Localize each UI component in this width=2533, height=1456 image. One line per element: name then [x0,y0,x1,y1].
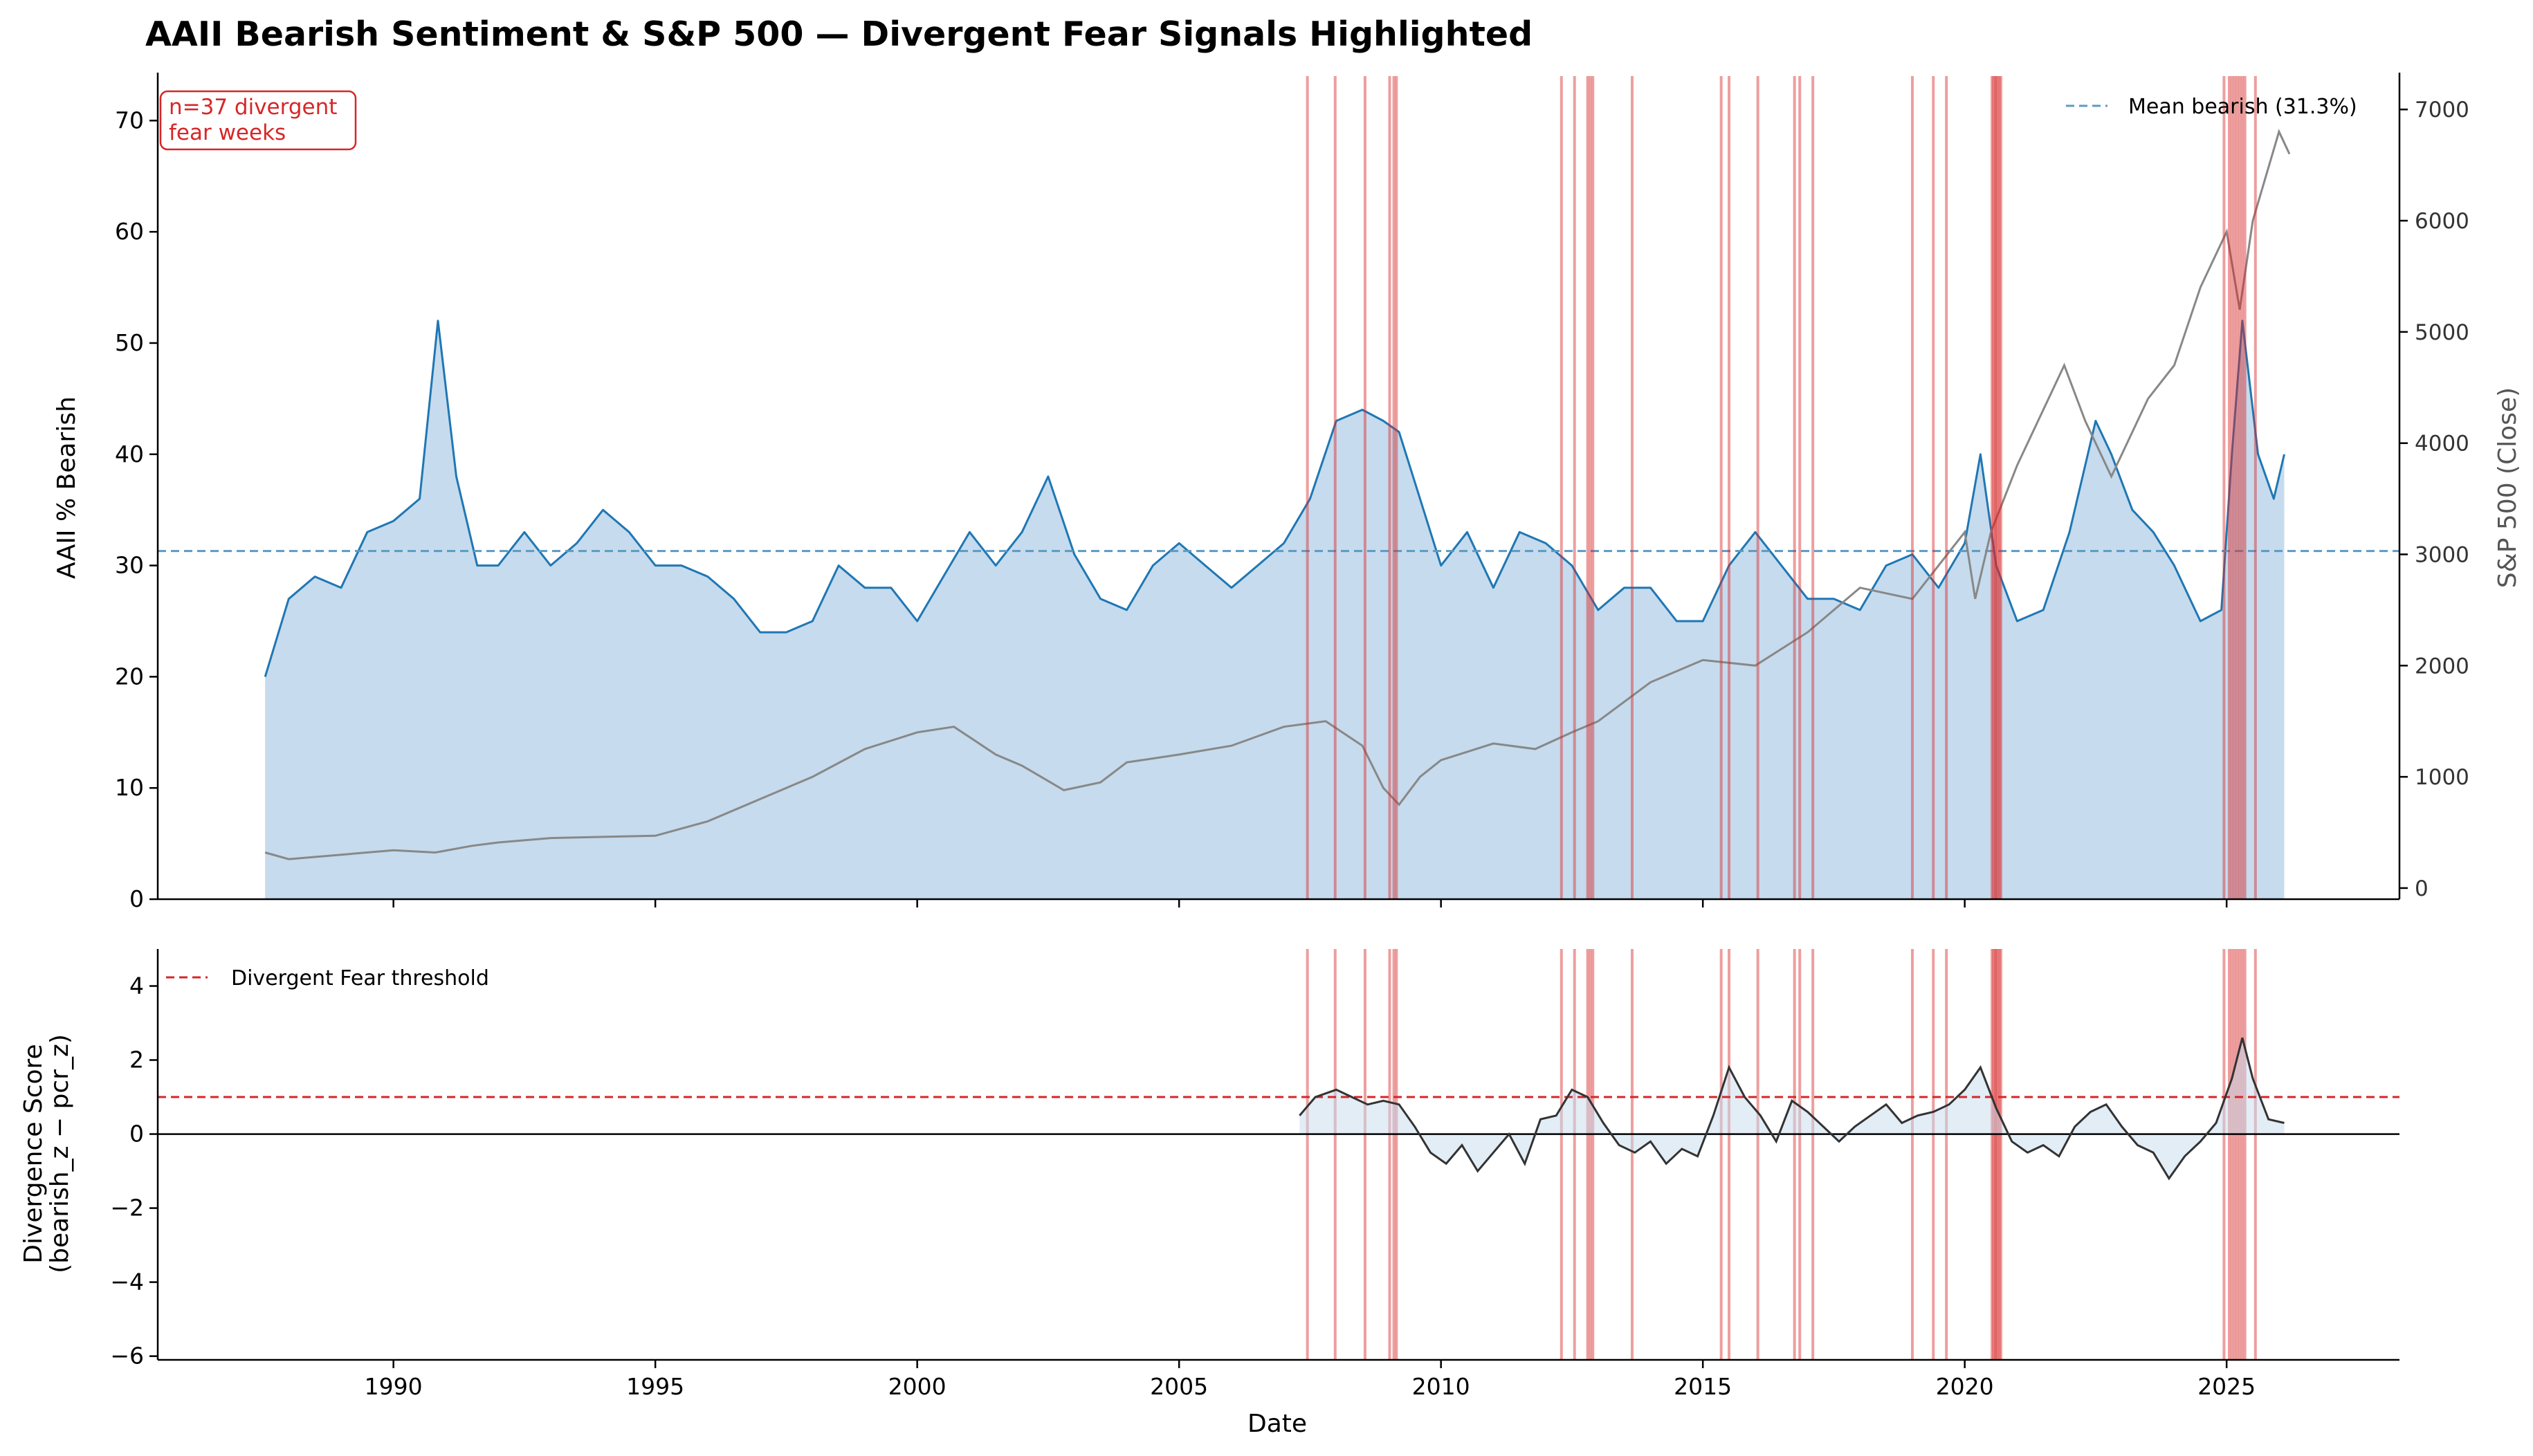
x-tick-label: 2010 [1412,1373,1470,1400]
x-tick-label: 2025 [2197,1373,2256,1400]
bottom-y-tick-label: −2 [110,1195,144,1222]
top-y-tick-label: 20 [115,663,144,690]
top-right-y-tick-label: 7000 [2415,98,2469,122]
x-axis-label: Date [1247,1410,1307,1438]
x-tick-label: 2005 [1150,1373,1208,1400]
annotation-line-1: n=37 divergent [169,95,337,120]
divergence-fill [1299,1038,2285,1179]
top-y-tick-label: 30 [115,552,144,579]
top-right-y-tick-label: 2000 [2415,654,2469,679]
sp500-line [264,129,2291,860]
top-y-axis-label: AAII % Bearish [53,396,81,579]
top-right-y-tick-label: 5000 [2415,320,2469,345]
divergence-line [1299,1038,2285,1181]
top-right-y-tick-label: 6000 [2415,209,2469,234]
x-tick-label: 1990 [365,1373,423,1400]
top-y-tick-label: 0 [129,885,144,912]
bottom-y-axis-label-line-1: Divergence Score [19,1044,48,1263]
annotation-line-2: fear weeks [169,120,286,145]
top-y-tick-label: 60 [115,218,144,245]
bottom-legend: Divergent Fear threshold [166,966,489,990]
top-y-tick-label: 40 [115,441,144,468]
bottom-y-axis-label-line-2: (bearish_z − pcr_z) [46,1034,74,1273]
x-tick-label: 1995 [626,1373,684,1400]
divergent-count-annotation: n=37 divergent fear weeks [159,90,357,151]
top-panel: 0 10 20 30 40 50 60 70 0 1000 2000 3000 4000 5000 6000… [53,73,2522,912]
bearish-line [264,320,2285,677]
bottom-y-tick-label: 4 [129,973,144,999]
bottom-y-tick-label: −4 [110,1269,144,1296]
x-tick-label: 2015 [1674,1373,1732,1400]
top-right-y-axis-label: S&P 500 (Close) [2494,387,2522,588]
top-right-y-tick-label: 3000 [2415,542,2469,567]
top-right-y-tick-label: 0 [2415,876,2429,901]
threshold-legend-label: Divergent Fear threshold [231,966,489,990]
top-right-y-tick-label: 1000 [2415,765,2469,790]
bearish-area [265,320,2285,899]
top-y-tick-label: 50 [115,329,144,356]
top-legend: Mean bearish (31.3%) [2066,95,2357,119]
bottom-y-tick-label: 2 [129,1047,144,1073]
bottom-y-tick-label: −6 [110,1343,144,1370]
mean-legend-label: Mean bearish (31.3%) [2128,95,2357,119]
bottom-y-tick-label: 0 [129,1121,144,1148]
top-y-tick-label: 70 [115,107,144,133]
chart-title: AAII Bearish Sentiment & S&P 500 — Diver… [145,15,1533,54]
top-y-tick-label: 10 [115,774,144,801]
top-right-y-tick-label: 4000 [2415,432,2469,457]
bottom-panel: −6 −4 −2 0 2 4 1990 1995 2000 2005 2010 2015 2020 202… [19,949,2399,1438]
x-tick-label: 2000 [888,1373,947,1400]
x-tick-label: 2020 [1936,1373,1994,1400]
